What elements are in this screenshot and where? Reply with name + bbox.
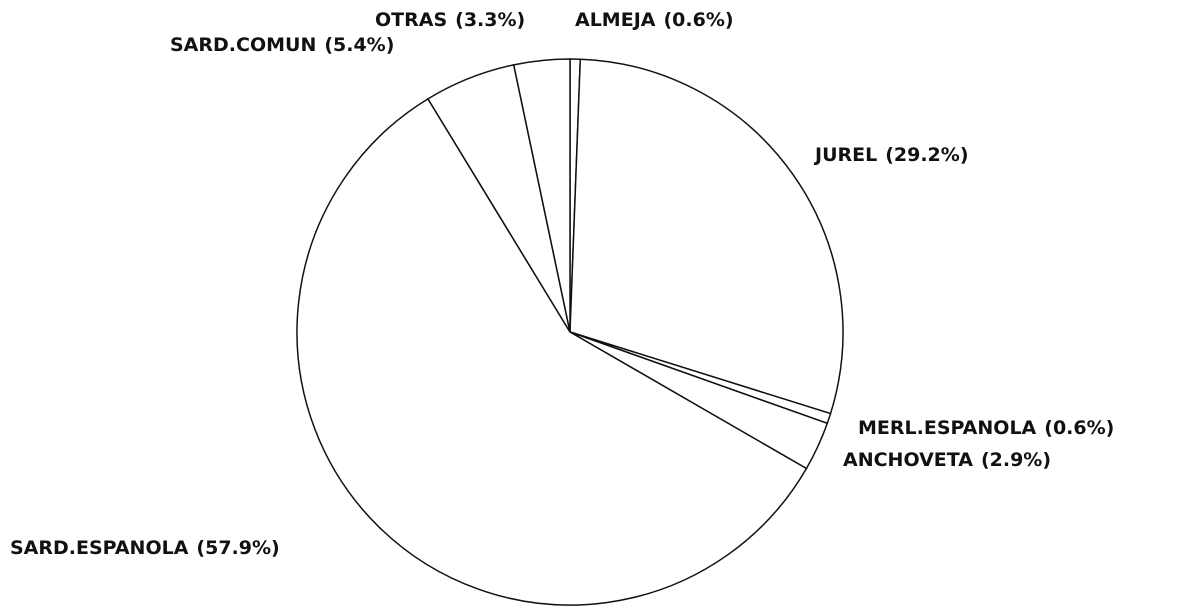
slice-label: SARD.COMUN (5.4%) [170, 34, 394, 56]
category-label: SARD.ESPANOLA [10, 537, 189, 559]
slice-label: OTRAS (3.3%) [375, 9, 525, 31]
slice-label: SARD.ESPANOLA (57.9%) [10, 537, 280, 559]
pie-slice [512, 58, 571, 333]
category-label: OTRAS [375, 9, 447, 31]
value-label: (29.2%) [885, 144, 968, 166]
slice-label: ANCHOVETA (2.9%) [843, 449, 1051, 471]
value-label: (0.6%) [663, 9, 733, 31]
value-label: (5.4%) [324, 34, 394, 56]
category-label: JUREL [813, 144, 877, 166]
pie-slice [296, 97, 808, 606]
value-label: (57.9%) [196, 537, 279, 559]
slice-label: JUREL (29.2%) [813, 144, 969, 166]
category-label: ANCHOVETA [843, 449, 973, 471]
category-label: MERL.ESPANOLA [858, 417, 1037, 439]
slice-label: MERL.ESPANOLA (0.6%) [858, 417, 1114, 439]
value-label: (3.3%) [455, 9, 525, 31]
category-label: ALMEJA [575, 9, 656, 31]
pie-slice [569, 58, 844, 415]
category-label: SARD.COMUN [170, 34, 316, 56]
value-label: (0.6%) [1044, 417, 1114, 439]
value-label: (2.9%) [981, 449, 1051, 471]
slice-label: ALMEJA (0.6%) [575, 9, 734, 31]
